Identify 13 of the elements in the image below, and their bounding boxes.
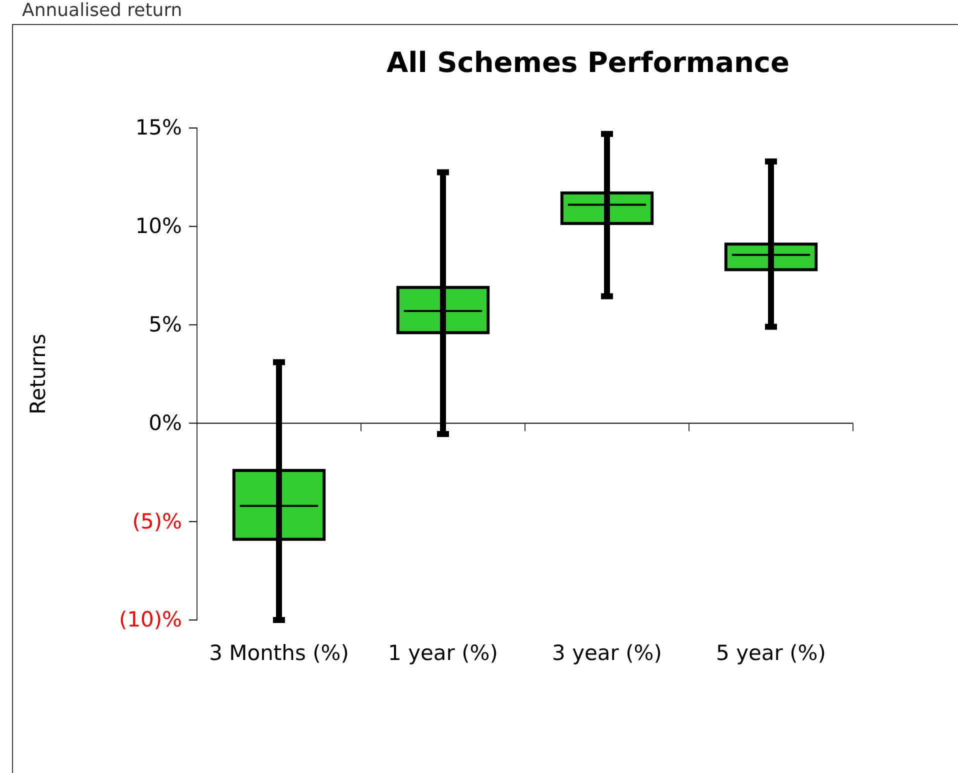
x-tick-label: 5 year (%)	[716, 641, 826, 665]
y-tick-label: 0%	[148, 410, 182, 435]
text: Annualised return	[22, 0, 182, 21]
y-tick-label: (10)%	[118, 608, 182, 632]
y-tick-label: 10%	[135, 214, 182, 238]
x-tick-label: 3 year (%)	[552, 641, 662, 665]
y-tick-label: 15%	[135, 116, 182, 140]
x-tick-label: 1 year (%)	[388, 641, 498, 665]
x-tick-label: 3 Months (%)	[209, 641, 349, 665]
y-tick-label: (5)%	[132, 509, 182, 534]
chart-title: All Schemes Performance	[386, 46, 790, 79]
y-axis-title: Returns	[26, 334, 50, 414]
y-tick-label: 5%	[148, 312, 182, 337]
